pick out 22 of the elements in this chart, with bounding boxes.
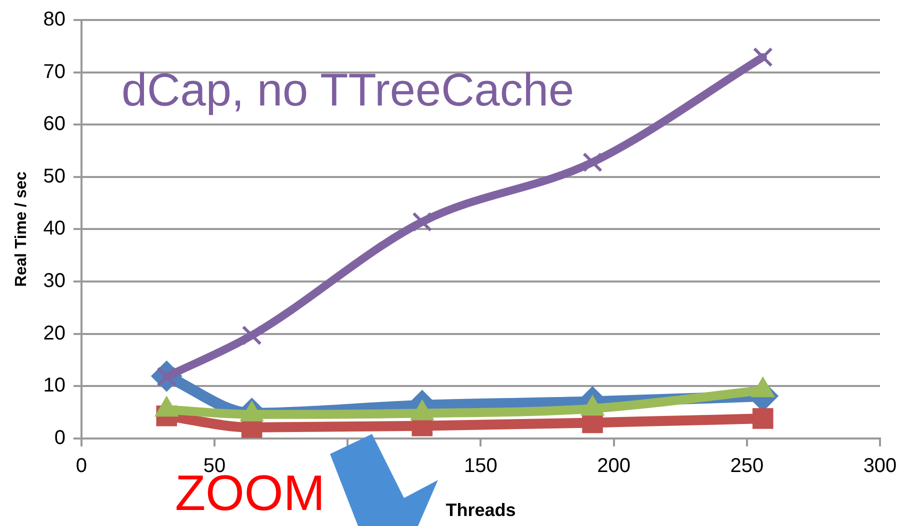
point [752,47,773,68]
point [582,152,603,172]
point [412,212,432,232]
x-tick-label: 250 [730,454,764,477]
y-tick-label: 20 [43,322,66,344]
y-tick-label: 40 [43,218,66,240]
point [242,325,262,346]
y-tick-label: 80 [43,8,66,31]
y-tick-label: 50 [43,165,66,188]
x-tick-label: 200 [597,454,631,477]
y-tick-label: 70 [43,60,66,83]
x-tick-label: 150 [464,454,498,477]
y-tick-label: 10 [43,374,66,397]
y-tick-label: 60 [43,113,66,136]
annotation: dCap, no TTreeCache [121,64,574,116]
y-tick-label: 0 [54,426,66,449]
x-tick-label: 300 [863,454,897,477]
y-tick-label: 30 [43,270,66,292]
point [752,408,774,429]
x-tick-label: 0 [76,454,88,477]
x-axis-title: Threads [446,500,516,520]
y-axis-title: Real Time / sec [13,171,30,287]
